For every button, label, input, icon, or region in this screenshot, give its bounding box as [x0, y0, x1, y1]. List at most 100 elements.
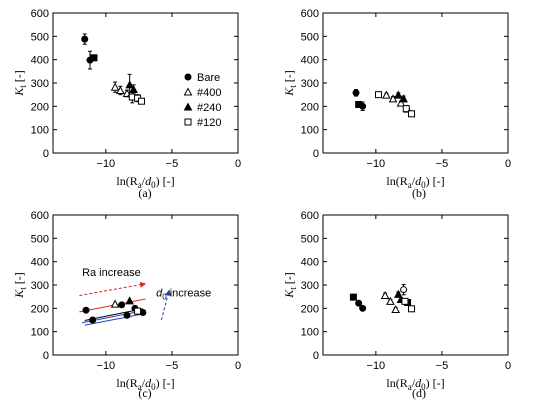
y-tick-label: 300: [31, 78, 49, 90]
y-axis-label: Kt [-]: [282, 70, 298, 97]
y-tick-label: 100: [31, 327, 49, 339]
data-point: [82, 306, 90, 314]
y-axis-label: Kt [-]: [12, 70, 28, 97]
x-tick-label: 0: [235, 158, 241, 170]
chart-panel-2: 0 100 200 300 400 500 600 −10 −5 0 Kt [-] ln(Ra/d0)…: [282, 8, 511, 200]
y-tick-label: 400: [31, 55, 49, 67]
x-tick-label: 0: [505, 158, 511, 170]
x-tick-label: −5: [166, 158, 179, 170]
data-point: [380, 290, 390, 299]
legend-marker: [183, 87, 193, 96]
y-tick-label: 0: [313, 148, 319, 160]
data-point: [396, 98, 406, 107]
y-tick-label: 0: [43, 350, 49, 362]
annotation-text: Ra increase: [82, 267, 141, 279]
data-point: [90, 54, 98, 62]
series-2: [125, 296, 134, 305]
legend-entry: #400: [197, 87, 221, 99]
y-tick-label: 300: [301, 78, 319, 90]
y-tick-label: 0: [313, 350, 319, 362]
data-point: [408, 305, 416, 313]
data-point: [393, 90, 403, 99]
legend-entry: #120: [197, 117, 221, 129]
data-point: [355, 100, 363, 108]
y-tick-label: 100: [301, 327, 319, 339]
data-point: [349, 293, 357, 301]
data-point: [408, 110, 416, 118]
x-tick-label: 0: [505, 360, 511, 372]
x-axis-label: ln(Ra/d0) [-]: [116, 174, 174, 190]
y-tick-label: 600: [31, 8, 49, 20]
series-400: [110, 81, 132, 98]
data-point: [138, 97, 146, 105]
annotation-arrow: [79, 281, 147, 296]
y-tick-label: 0: [43, 148, 49, 160]
data-point: [89, 316, 97, 324]
y-tick-label: 100: [31, 125, 49, 137]
panel-label: (a): [138, 186, 151, 200]
x-tick-label: −10: [367, 158, 386, 170]
data-point: [110, 82, 120, 91]
data-point: [125, 80, 134, 89]
series-Bare: [81, 33, 94, 70]
x-axis-label: ln(Ra/d0) [-]: [386, 376, 444, 392]
data-point: [125, 296, 134, 305]
data-point: [123, 311, 131, 319]
data-point: [391, 304, 401, 313]
series-3: [393, 90, 408, 103]
chart-panel-1: 0 100 200 300 400 500 600 −10 −5 0 Kt [-] ln(Ra/d0)…: [12, 8, 241, 200]
annotation-text: d0 increase: [156, 288, 211, 302]
data-point: [116, 85, 125, 94]
x-tick-label: −10: [97, 360, 116, 372]
y-tick-label: 400: [31, 257, 49, 269]
trend-line: [84, 312, 146, 326]
y-tick-label: 400: [301, 55, 319, 67]
series-1: [355, 100, 363, 108]
y-tick-label: 500: [31, 31, 49, 43]
data-point: [375, 91, 382, 99]
y-tick-label: 300: [301, 280, 319, 292]
y-tick-label: 500: [301, 233, 319, 245]
y-tick-label: 200: [301, 303, 319, 315]
chart-panel-3: 0 100 200 300 400 500 600 −10 −5 0 Kt [-] ln(Ra/d0)…: [12, 210, 241, 400]
legend-entry: Bare: [197, 72, 220, 84]
series-120: [128, 90, 146, 105]
x-tick-label: −5: [436, 158, 449, 170]
chart-panel-4: 0 100 200 300 400 500 600 −10 −5 0 Kt [-] ln(Ra/d0)…: [282, 210, 511, 400]
series-4: [400, 284, 408, 296]
y-tick-label: 200: [31, 101, 49, 113]
data-point: [400, 286, 408, 294]
series-1: [110, 299, 120, 308]
y-tick-label: 200: [31, 303, 49, 315]
x-tick-label: −5: [166, 360, 179, 372]
y-axis-label: Kt [-]: [12, 272, 28, 299]
plot-frame: [322, 12, 509, 154]
data-point: [134, 307, 142, 315]
x-axis-label: ln(Ra/d0) [-]: [386, 174, 444, 190]
legend-marker: [184, 73, 192, 81]
data-point: [118, 301, 126, 309]
y-tick-label: 100: [301, 125, 319, 137]
series-2: [380, 290, 401, 313]
y-tick-label: 600: [301, 8, 319, 20]
series-3: [134, 307, 142, 315]
y-tick-label: 400: [301, 257, 319, 269]
x-tick-label: 0: [235, 360, 241, 372]
y-tick-label: 500: [301, 31, 319, 43]
data-point: [386, 296, 395, 305]
annotation-arrow: [160, 289, 171, 321]
y-axis-label: Kt [-]: [282, 272, 298, 299]
x-tick-label: −10: [97, 158, 116, 170]
series-0: [349, 293, 357, 301]
series-6: [401, 297, 416, 313]
data-point: [393, 289, 403, 298]
x-tick-label: −5: [436, 360, 449, 372]
data-point: [352, 89, 360, 97]
data-point: [382, 90, 391, 99]
y-tick-label: 200: [301, 101, 319, 113]
plot-frame: [52, 214, 239, 356]
data-point: [401, 297, 409, 305]
legend-marker: [183, 102, 193, 111]
x-axis-label: ln(Ra/d0) [-]: [116, 376, 174, 392]
